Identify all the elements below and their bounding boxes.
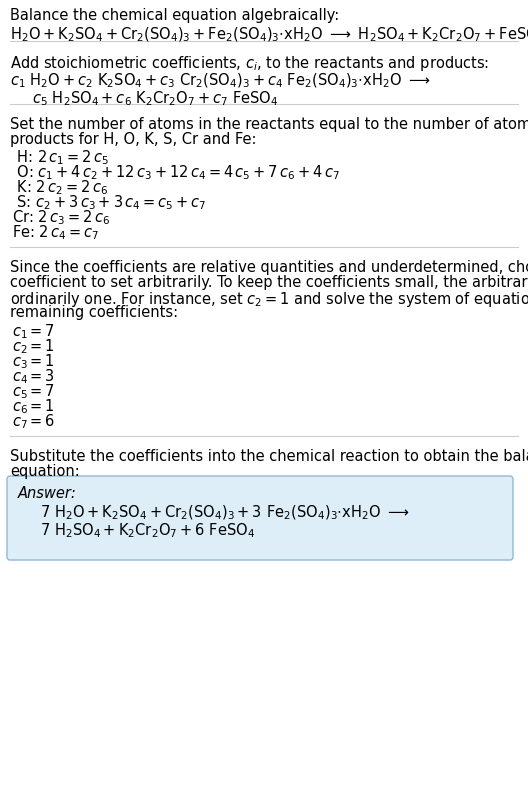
Text: S: $c_2 + 3\,c_3 + 3\,c_4 = c_5 + c_7$: S: $c_2 + 3\,c_3 + 3\,c_4 = c_5 + c_7$ bbox=[12, 193, 206, 212]
Text: $c_2 = 1$: $c_2 = 1$ bbox=[12, 337, 55, 355]
Text: equation:: equation: bbox=[10, 463, 80, 478]
Text: $c_1 = 7$: $c_1 = 7$ bbox=[12, 322, 55, 341]
Text: Balance the chemical equation algebraically:: Balance the chemical equation algebraica… bbox=[10, 8, 340, 23]
Text: K: $2\,c_2 = 2\,c_6$: K: $2\,c_2 = 2\,c_6$ bbox=[12, 178, 108, 196]
Text: Add stoichiometric coefficients, $c_i$, to the reactants and products:: Add stoichiometric coefficients, $c_i$, … bbox=[10, 54, 489, 73]
Text: $c_7 = 6$: $c_7 = 6$ bbox=[12, 411, 55, 430]
Text: remaining coefficients:: remaining coefficients: bbox=[10, 305, 178, 320]
Text: $c_6 = 1$: $c_6 = 1$ bbox=[12, 397, 55, 415]
Text: Substitute the coefficients into the chemical reaction to obtain the balanced: Substitute the coefficients into the che… bbox=[10, 448, 528, 463]
Text: Answer:: Answer: bbox=[18, 486, 77, 500]
Text: $c_5 = 7$: $c_5 = 7$ bbox=[12, 381, 55, 400]
Text: $\ \ \ c_5\ \mathrm{H_2SO_4} + c_6\ \mathrm{K_2Cr_2O_7} + c_7\ \mathrm{FeSO_4}$: $\ \ \ c_5\ \mathrm{H_2SO_4} + c_6\ \mat… bbox=[18, 89, 278, 108]
Text: H: $2\,c_1 = 2\,c_5$: H: $2\,c_1 = 2\,c_5$ bbox=[12, 148, 109, 166]
Text: $7\ \mathrm{H_2O} + \mathrm{K_2SO_4} + \mathrm{Cr_2(SO_4)_3} + 3\ \mathrm{Fe_2(S: $7\ \mathrm{H_2O} + \mathrm{K_2SO_4} + \… bbox=[40, 504, 410, 521]
Text: Cr: $2\,c_3 = 2\,c_6$: Cr: $2\,c_3 = 2\,c_6$ bbox=[12, 208, 110, 226]
Text: O: $c_1 + 4\,c_2 + 12\,c_3 + 12\,c_4 = 4\,c_5 + 7\,c_6 + 4\,c_7$: O: $c_1 + 4\,c_2 + 12\,c_3 + 12\,c_4 = 4… bbox=[12, 163, 340, 182]
Text: Fe: $2\,c_4 = c_7$: Fe: $2\,c_4 = c_7$ bbox=[12, 223, 99, 242]
Text: $c_1\ \mathrm{H_2O} + c_2\ \mathrm{K_2SO_4} + c_3\ \mathrm{Cr_2(SO_4)_3} + c_4\ : $c_1\ \mathrm{H_2O} + c_2\ \mathrm{K_2SO… bbox=[10, 72, 431, 90]
Text: ordinarily one. For instance, set $c_2 = 1$ and solve the system of equations fo: ordinarily one. For instance, set $c_2 =… bbox=[10, 290, 528, 309]
Text: $\mathrm{H_2O + K_2SO_4 + Cr_2(SO_4)_3 + Fe_2(SO_4)_3{\cdot}xH_2O}$$\mathrm{\ \l: $\mathrm{H_2O + K_2SO_4 + Cr_2(SO_4)_3 +… bbox=[10, 26, 528, 45]
Text: Since the coefficients are relative quantities and underdetermined, choose a: Since the coefficients are relative quan… bbox=[10, 260, 528, 275]
Text: coefficient to set arbitrarily. To keep the coefficients small, the arbitrary va: coefficient to set arbitrarily. To keep … bbox=[10, 275, 528, 290]
Text: $7\ \mathrm{H_2SO_4} + \mathrm{K_2Cr_2O_7} + 6\ \mathrm{FeSO_4}$: $7\ \mathrm{H_2SO_4} + \mathrm{K_2Cr_2O_… bbox=[40, 521, 255, 539]
Text: products for H, O, K, S, Cr and Fe:: products for H, O, K, S, Cr and Fe: bbox=[10, 132, 257, 147]
Text: Set the number of atoms in the reactants equal to the number of atoms in the: Set the number of atoms in the reactants… bbox=[10, 117, 528, 132]
Text: $c_4 = 3$: $c_4 = 3$ bbox=[12, 367, 55, 385]
Text: $c_3 = 1$: $c_3 = 1$ bbox=[12, 351, 55, 371]
FancyBboxPatch shape bbox=[7, 476, 513, 560]
